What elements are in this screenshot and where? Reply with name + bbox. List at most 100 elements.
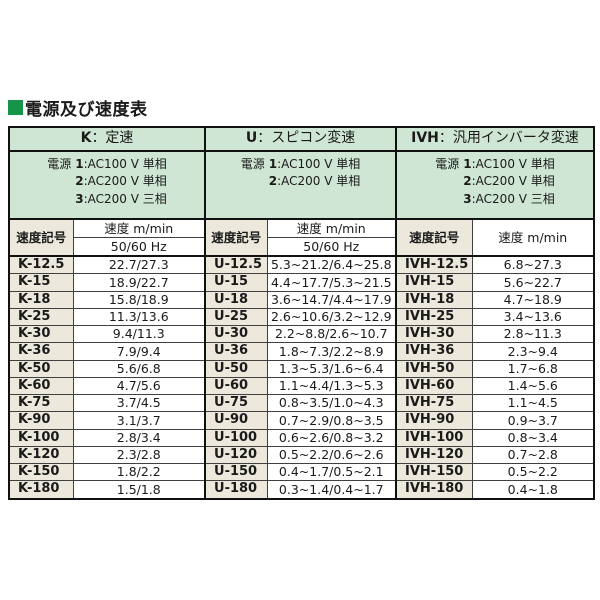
table-row: K-30 9.4/11.3 U-30 2.2~8.8/2.6~10.7 IVH-…	[8, 324, 595, 344]
speed-value-k: 1.5/1.8	[72, 480, 206, 499]
speed-value-k: 18.9/22.7	[72, 273, 206, 292]
speed-code-u: U-150	[204, 462, 268, 482]
speed-code-k: K-120	[8, 445, 74, 465]
speed-code-k: K-12.5	[8, 255, 74, 275]
speed-value-ivh: 1.7~6.8	[471, 359, 595, 378]
speed-code-ivh: IVH-18	[395, 290, 473, 309]
speed-code-ivh: IVH-150	[395, 462, 473, 482]
speed-value-ivh: 2.8~11.3	[471, 324, 595, 344]
speed-value-k: 1.8/2.2	[72, 462, 206, 482]
speed-code-ivh: IVH-120	[395, 445, 473, 465]
speed-value-u: 1.8~7.3/2.2~8.9	[266, 342, 397, 361]
section-header-ivh: IVH：汎用インバータ変速	[395, 126, 595, 152]
speed-code-k: K-180	[8, 480, 74, 499]
section-ivh-prefix: IVH	[411, 130, 439, 147]
speed-value-ivh: 0.8~3.4	[471, 428, 595, 447]
section-k-label: ：定速	[91, 130, 134, 147]
power-label: 電源	[47, 157, 72, 171]
speed-code-ivh: IVH-50	[395, 359, 473, 378]
speed-value-k: 3.7/4.5	[72, 393, 206, 413]
table-row: K-150 1.8/2.2 U-150 0.4~1.7/0.5~2.1 IVH-…	[8, 462, 595, 482]
code-header-ivh: 速度記号	[395, 218, 473, 257]
speed-code-u: U-30	[204, 324, 268, 344]
speed-value-k: 9.4/11.3	[72, 324, 206, 344]
speed-code-k: K-25	[8, 307, 74, 327]
speed-code-u: U-100	[204, 428, 268, 447]
section-ivh-label: ：汎用インバータ変速	[438, 130, 579, 147]
speed-value-ivh: 0.9~3.7	[471, 411, 595, 430]
speed-code-k: K-60	[8, 376, 74, 396]
speed-value-ivh: 0.5~2.2	[471, 462, 595, 482]
section-u-prefix: U	[245, 130, 258, 147]
section-header-u: U：スピコン変速	[204, 126, 397, 152]
table-row: K-25 11.3/13.6 U-25 2.6~10.6/3.2~12.9 IV…	[8, 307, 595, 327]
speed-value-ivh: 4.7~18.9	[471, 290, 595, 309]
speed-header-k: 速度 m/min	[72, 218, 206, 238]
speed-code-u: U-90	[204, 411, 268, 430]
speed-value-ivh: 1.1~4.5	[471, 393, 595, 413]
speed-code-k: K-100	[8, 428, 74, 447]
speed-value-ivh: 0.7~2.8	[471, 445, 595, 465]
speed-value-u: 0.3~1.4/0.4~1.7	[266, 480, 397, 499]
table-row: K-15 18.9/22.7 U-15 4.4~17.7/5.3~21.5 IV…	[8, 273, 595, 292]
table-row: K-50 5.6/6.8 U-50 1.3~5.3/1.6~6.4 IVH-50…	[8, 359, 595, 378]
speed-value-u: 0.5~2.2/0.6~2.6	[266, 445, 397, 465]
table-row: K-60 4.7/5.6 U-60 1.1~4.4/1.3~5.3 IVH-60…	[8, 376, 595, 396]
power-label: 電源	[435, 157, 460, 171]
speed-value-k: 2.3/2.8	[72, 445, 206, 465]
speed-value-u: 1.1~4.4/1.3~5.3	[266, 376, 397, 396]
speed-value-k: 3.1/3.7	[72, 411, 206, 430]
power-row: 電源1:AC100 V 単相 電源2:AC200 V 単相 電源3:AC200 …	[8, 150, 595, 220]
speed-code-k: K-18	[8, 290, 74, 309]
speed-value-u: 1.3~5.3/1.6~6.4	[266, 359, 397, 378]
speed-value-u: 2.6~10.6/3.2~12.9	[266, 307, 397, 327]
speed-code-k: K-75	[8, 393, 74, 413]
speed-code-u: U-36	[204, 342, 268, 361]
speed-code-ivh: IVH-180	[395, 480, 473, 499]
table-row: K-120 2.3/2.8 U-120 0.5~2.2/0.6~2.6 IVH-…	[8, 445, 595, 465]
speed-code-ivh: IVH-15	[395, 273, 473, 292]
speed-code-k: K-15	[8, 273, 74, 292]
code-header-u: 速度記号	[204, 218, 268, 257]
section-header-k: K：定速	[8, 126, 206, 152]
speed-code-ivh: IVH-36	[395, 342, 473, 361]
code-header-k: 速度記号	[8, 218, 74, 257]
speed-code-u: U-25	[204, 307, 268, 327]
table-row: K-100 2.8/3.4 U-100 0.6~2.6/0.8~3.2 IVH-…	[8, 428, 595, 447]
green-square-icon	[8, 100, 23, 115]
speed-value-ivh: 3.4~13.6	[471, 307, 595, 327]
speed-value-u: 0.7~2.9/0.8~3.5	[266, 411, 397, 430]
speed-header-ivh: 速度 m/min	[471, 218, 595, 257]
power-cell-u: 電源1:AC100 V 単相 電源2:AC200 V 単相	[204, 150, 397, 220]
speed-value-k: 11.3/13.6	[72, 307, 206, 327]
speed-code-u: U-75	[204, 393, 268, 413]
speed-value-ivh: 6.8~27.3	[471, 255, 595, 275]
speed-value-u: 3.6~14.7/4.4~17.9	[266, 290, 397, 309]
speed-value-ivh: 1.4~5.6	[471, 376, 595, 396]
column-header-row: 速度記号 速度 m/min 速度記号 速度 m/min 速度記号 速度 m/mi…	[8, 218, 595, 257]
speed-value-u: 0.4~1.7/0.5~2.1	[266, 462, 397, 482]
speed-code-ivh: IVH-60	[395, 376, 473, 396]
table-row: K-90 3.1/3.7 U-90 0.7~2.9/0.8~3.5 IVH-90…	[8, 411, 595, 430]
table-row: K-75 3.7/4.5 U-75 0.8~3.5/1.0~4.3 IVH-75…	[8, 393, 595, 413]
speed-code-k: K-90	[8, 411, 74, 430]
section-header-row: K：定速 U：スピコン変速 IVH：汎用インバータ変速	[8, 126, 595, 152]
speed-code-k: K-36	[8, 342, 74, 361]
table-row: K-36 7.9/9.4 U-36 1.8~7.3/2.2~8.9 IVH-36…	[8, 342, 595, 361]
speed-code-u: U-180	[204, 480, 268, 499]
speed-code-k: K-30	[8, 324, 74, 344]
column-subheader-row: 50/60 Hz 50/60 Hz	[9, 237, 594, 257]
section-k-prefix: K	[80, 130, 92, 147]
speed-code-k: K-150	[8, 462, 74, 482]
speed-value-u: 0.8~3.5/1.0~4.3	[266, 393, 397, 413]
speed-value-k: 22.7/27.3	[72, 255, 206, 275]
power-label: 電源	[240, 157, 265, 171]
speed-code-u: U-15	[204, 273, 268, 292]
hz-header-k: 50/60 Hz	[72, 237, 206, 257]
hz-header-u: 50/60 Hz	[266, 237, 397, 257]
power-cell-ivh: 電源1:AC100 V 単相 電源2:AC200 V 単相 電源3:AC200 …	[395, 150, 595, 220]
speed-value-ivh: 5.6~22.7	[471, 273, 595, 292]
speed-code-u: U-120	[204, 445, 268, 465]
speed-code-ivh: IVH-30	[395, 324, 473, 344]
speed-value-u: 2.2~8.8/2.6~10.7	[266, 324, 397, 344]
